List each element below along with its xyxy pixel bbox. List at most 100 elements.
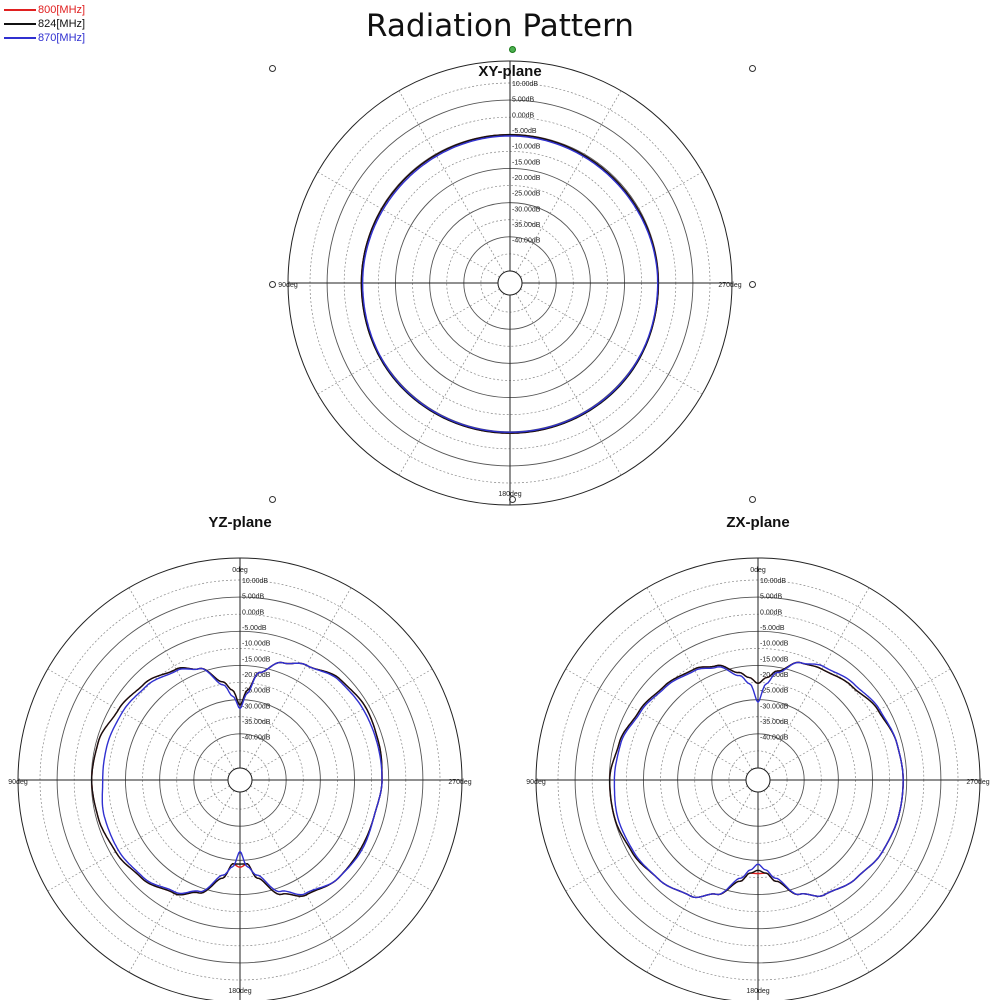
plane-title: ZX-plane bbox=[726, 514, 789, 531]
radial-tick-label: 0.00dB bbox=[760, 609, 783, 616]
center-circle bbox=[497, 270, 523, 296]
radial-tick-label: 10.00dB bbox=[512, 81, 538, 88]
radial-tick-label: 5.00dB bbox=[242, 594, 265, 601]
legend: 800[MHz] 824[MHz] 870[MHz] bbox=[4, 3, 85, 45]
grid-spoke bbox=[763, 790, 870, 973]
grid-spoke bbox=[128, 587, 235, 770]
plane-title: YZ-plane bbox=[208, 514, 271, 531]
grid-spoke bbox=[515, 293, 622, 476]
resize-handle-left[interactable] bbox=[269, 281, 276, 288]
radial-tick-label: -10.00dB bbox=[242, 641, 271, 648]
radial-tick-label: -35.00dB bbox=[242, 719, 271, 726]
radial-tick-label: -30.00dB bbox=[512, 206, 541, 213]
angle-label-top: 0deg bbox=[750, 567, 766, 574]
legend-label: 800[MHz] bbox=[38, 4, 86, 16]
figure-title: Radiation Pattern bbox=[366, 8, 634, 44]
grid-spoke bbox=[245, 790, 352, 973]
center-circle bbox=[227, 767, 253, 793]
grid-spoke bbox=[768, 785, 951, 892]
radial-tick-label: -15.00dB bbox=[760, 656, 789, 663]
grid-spoke bbox=[763, 587, 870, 770]
radial-tick-label: -10.00dB bbox=[760, 641, 789, 648]
grid-spoke bbox=[398, 293, 505, 476]
center-circle bbox=[745, 767, 771, 793]
radial-tick-label: -20.00dB bbox=[760, 672, 789, 679]
series-line-824MHz bbox=[90, 661, 383, 897]
angle-label-top: 0deg bbox=[232, 567, 248, 574]
series-line-870MHz bbox=[361, 135, 659, 433]
polar-chart-0: 10.00dB 5.00dB 0.00dB -5.00dB -10.00dB -15.00… bbox=[278, 60, 742, 506]
angle-label-bottom: 180deg bbox=[228, 988, 251, 995]
resize-handle-top-right[interactable] bbox=[749, 65, 756, 72]
grid-spoke bbox=[47, 668, 230, 775]
grid-spoke bbox=[317, 288, 500, 395]
radial-tick-label: -40.00dB bbox=[242, 735, 271, 742]
resize-handle-top-left[interactable] bbox=[269, 65, 276, 72]
radial-tick-label: -25.00dB bbox=[760, 688, 789, 695]
legend-label: 824[MHz] bbox=[38, 18, 86, 30]
rotate-handle-top[interactable] bbox=[509, 46, 516, 53]
polar-chart-2: 10.00dB 5.00dB 0.00dB -5.00dB -10.00dB -15.00… bbox=[526, 514, 990, 1000]
radial-tick-label: 10.00dB bbox=[760, 578, 786, 585]
series-line-824MHz bbox=[609, 661, 904, 899]
radial-tick-label: -5.00dB bbox=[512, 128, 537, 135]
legend-item-870: 870[MHz] bbox=[4, 31, 85, 45]
legend-item-800: 800[MHz] bbox=[4, 3, 85, 17]
legend-swatch bbox=[4, 23, 36, 25]
grid-spoke bbox=[565, 785, 748, 892]
angle-label-bottom: 180deg bbox=[498, 491, 521, 498]
grid-spoke bbox=[317, 171, 500, 278]
angle-label-left: 90deg bbox=[278, 282, 298, 289]
radial-tick-label: -30.00dB bbox=[242, 703, 271, 710]
angle-label-left: 90deg bbox=[526, 779, 546, 786]
radial-tick-label: -40.00dB bbox=[760, 735, 789, 742]
grid-spoke bbox=[768, 668, 951, 775]
resize-handle-right[interactable] bbox=[749, 281, 756, 288]
legend-swatch bbox=[4, 37, 36, 39]
polar-chart-1: 10.00dB 5.00dB 0.00dB -5.00dB -10.00dB -15.00… bbox=[8, 514, 472, 1000]
radial-tick-label: -30.00dB bbox=[760, 703, 789, 710]
grid-spoke bbox=[646, 790, 753, 973]
radial-tick-label: 10.00dB bbox=[242, 578, 268, 585]
grid-spoke bbox=[398, 90, 505, 273]
radial-tick-label: -15.00dB bbox=[242, 656, 271, 663]
grid-spoke bbox=[250, 785, 433, 892]
grid-spoke bbox=[128, 790, 235, 973]
grid-spoke bbox=[646, 587, 753, 770]
grid-spoke bbox=[515, 90, 622, 273]
angle-label-left: 90deg bbox=[8, 779, 28, 786]
legend-item-824: 824[MHz] bbox=[4, 17, 85, 31]
radial-tick-label: -15.00dB bbox=[512, 159, 541, 166]
radial-tick-label: -20.00dB bbox=[512, 175, 541, 182]
radial-tick-label: 5.00dB bbox=[512, 97, 535, 104]
grid-spoke bbox=[250, 668, 433, 775]
plane-title: XY-plane bbox=[478, 63, 541, 80]
series-line-824MHz bbox=[360, 133, 659, 434]
radial-tick-label: -35.00dB bbox=[512, 222, 541, 229]
radial-tick-label: -25.00dB bbox=[512, 191, 541, 198]
radial-tick-label: -35.00dB bbox=[760, 719, 789, 726]
angle-label-bottom: 180deg bbox=[746, 988, 769, 995]
radial-tick-label: 5.00dB bbox=[760, 594, 783, 601]
resize-handle-bottom-left[interactable] bbox=[269, 496, 276, 503]
resize-handle-bottom-right[interactable] bbox=[749, 496, 756, 503]
grid-spoke bbox=[565, 668, 748, 775]
series-line-870MHz bbox=[101, 661, 383, 896]
series-line-870MHz bbox=[613, 661, 904, 899]
grid-spoke bbox=[520, 288, 703, 395]
radial-tick-label: -25.00dB bbox=[242, 688, 271, 695]
grid-spoke bbox=[245, 587, 352, 770]
grid-spoke bbox=[47, 785, 230, 892]
radial-tick-label: -10.00dB bbox=[512, 144, 541, 151]
radial-tick-label: -5.00dB bbox=[242, 625, 267, 632]
angle-label-right: 270deg bbox=[718, 282, 741, 289]
radial-tick-label: -5.00dB bbox=[760, 625, 785, 632]
radial-tick-label: -40.00dB bbox=[512, 238, 541, 245]
angle-label-right: 270deg bbox=[448, 779, 471, 786]
grid-spoke bbox=[520, 171, 703, 278]
radial-tick-label: 0.00dB bbox=[242, 609, 265, 616]
radial-tick-label: 0.00dB bbox=[512, 112, 535, 119]
legend-swatch bbox=[4, 9, 36, 11]
